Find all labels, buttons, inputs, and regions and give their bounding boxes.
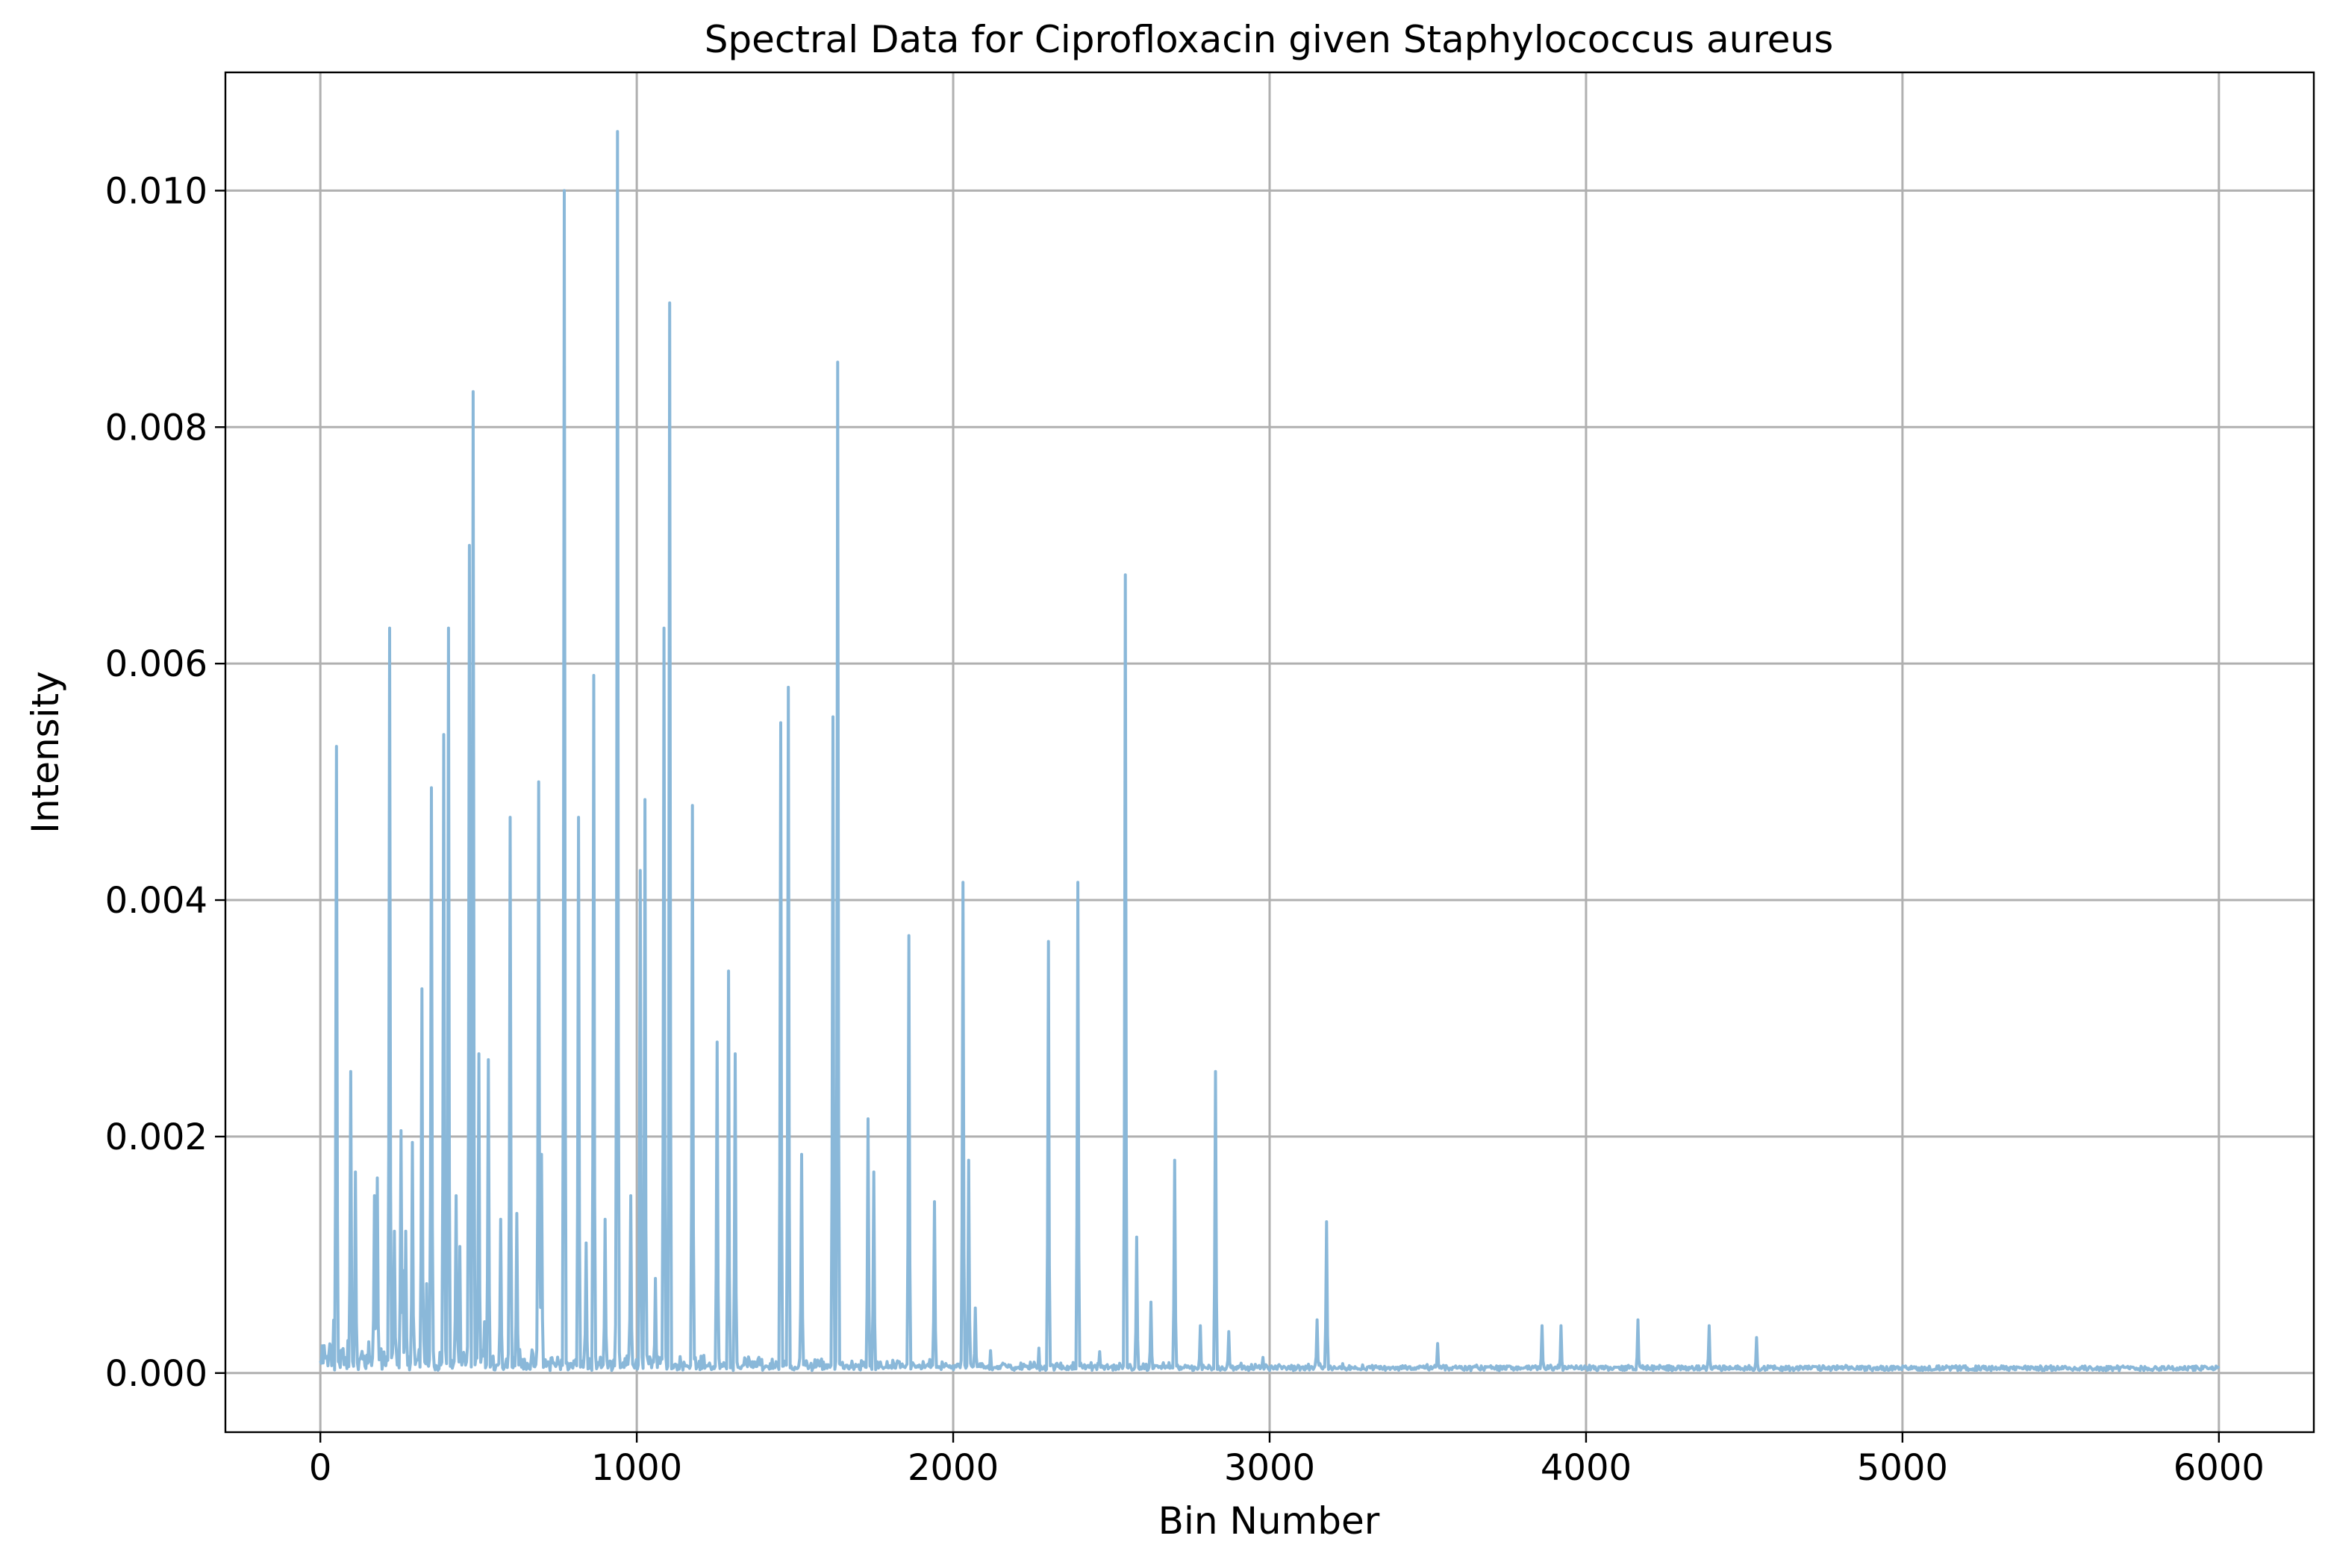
y-axis: 0.000 0.002 0.004 0.006 0.008 0.010	[105, 170, 225, 1395]
chart-title: Spectral Data for Ciprofloxacin given St…	[705, 18, 1834, 61]
x-tick-label: 0	[309, 1447, 332, 1489]
y-axis-label: Intensity	[24, 671, 67, 834]
x-tick-label: 1000	[591, 1447, 682, 1489]
x-axis: 0 1000 2000 3000 4000 5000 6000	[309, 1432, 2265, 1489]
y-tick-label: 0.010	[105, 170, 207, 212]
grid-lines	[225, 72, 2314, 1432]
x-tick-label: 3000	[1224, 1447, 1315, 1489]
x-tick-label: 2000	[908, 1447, 999, 1489]
x-axis-label: Bin Number	[1158, 1499, 1380, 1543]
x-tick-label: 5000	[1857, 1447, 1948, 1489]
y-tick-label: 0.004	[105, 880, 207, 922]
spectrum-line	[319, 130, 2221, 1372]
y-tick-label: 0.000	[105, 1353, 207, 1395]
y-tick-label: 0.002	[105, 1116, 207, 1158]
x-tick-label: 4000	[1541, 1447, 1632, 1489]
plot-area	[319, 130, 2221, 1372]
y-tick-label: 0.006	[105, 643, 207, 685]
x-tick-label: 6000	[2173, 1447, 2265, 1489]
y-tick-label: 0.008	[105, 407, 207, 449]
